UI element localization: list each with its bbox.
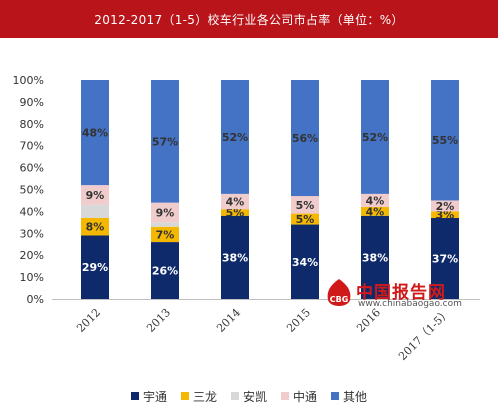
legend-item: 三龙 [180, 388, 217, 405]
data-label: 38% [362, 251, 388, 264]
x-tick-label: 2012 [74, 306, 103, 335]
data-label: 7% [156, 228, 175, 241]
y-tick-label: 0% [27, 293, 44, 306]
bar-segment [151, 242, 179, 299]
watermark: CBG 中国报告网 www.chinabaogao.com [324, 278, 474, 318]
data-label: 26% [152, 265, 178, 278]
data-label: 57% [152, 135, 178, 148]
y-axis: 0% 10% 20% 30% 40% 50% 60% 70% 80% 90% 100% [13, 74, 480, 306]
y-tick-label: 40% [20, 205, 44, 218]
bar-segment [291, 196, 319, 214]
bar-segment [431, 217, 459, 299]
y-tick-label: 30% [20, 227, 44, 240]
legend-label: 中通 [293, 389, 318, 404]
bar-segment [221, 193, 249, 210]
legend-item: 其他 [331, 388, 367, 405]
data-label: 37% [432, 252, 458, 265]
bar-segment [361, 207, 389, 216]
data-label: 5% [296, 213, 315, 226]
legend-swatch [130, 392, 139, 400]
watermark-url: www.chinabaogao.com [358, 299, 462, 309]
bars: 29%8%9%48%26%7%9%57%38%5%4%52%34%5%5%56%… [81, 80, 459, 299]
data-label: 4% [366, 194, 385, 207]
legend-label: 宇通 [142, 389, 167, 404]
bar-segment [361, 215, 389, 299]
bar-segment [151, 222, 179, 227]
legend-item: 安凯 [230, 388, 267, 405]
legend-label: 三龙 [192, 389, 217, 404]
legend: 宇通 三龙 安凯 中通 其他 [0, 386, 498, 406]
legend-item: 宇通 [130, 388, 167, 405]
data-label: 4% [226, 196, 245, 209]
legend-label: 其他 [343, 389, 368, 404]
bar-segment [81, 185, 109, 205]
data-label: 55% [432, 134, 458, 147]
data-label: 29% [82, 261, 108, 274]
data-label: 5% [296, 199, 315, 212]
watermark-logo: CBG [327, 279, 351, 306]
bar-segment [431, 80, 459, 201]
data-label: 52% [222, 131, 248, 144]
bar-segment [221, 209, 249, 216]
data-label: 9% [86, 189, 105, 202]
x-tick-label: 2015 [284, 306, 313, 335]
legend-item: 中通 [281, 388, 317, 405]
data-label: 48% [82, 127, 108, 140]
bar-segment [151, 202, 179, 223]
y-tick-label: 100% [13, 74, 44, 87]
bar-segment [81, 80, 109, 186]
y-tick-label: 20% [20, 249, 44, 262]
bar-segment [81, 204, 109, 218]
legend-swatch [331, 392, 340, 400]
bar-segment [431, 211, 459, 218]
bar-segment [361, 193, 389, 208]
data-label: 34% [292, 256, 318, 269]
bar-segment [81, 235, 109, 299]
legend-swatch [281, 392, 289, 400]
bar-segment [291, 213, 319, 225]
bar-segment [151, 226, 179, 243]
data-label: 2% [436, 200, 455, 213]
bar-segment [431, 200, 459, 212]
bar-segment [151, 80, 179, 203]
data-label: 38% [222, 251, 248, 264]
data-label: 5% [226, 206, 245, 219]
bar-segment [81, 217, 109, 236]
legend-label: 安凯 [242, 389, 267, 404]
bar-segment [221, 80, 249, 194]
data-label: 56% [292, 132, 318, 145]
bar-segment [221, 215, 249, 299]
y-tick-label: 90% [20, 96, 44, 109]
data-label: 52% [362, 131, 388, 144]
bar-segment [291, 80, 319, 197]
svg-text:CBG: CBG [330, 295, 349, 304]
data-label: 9% [156, 206, 175, 219]
data-label: 8% [86, 221, 105, 234]
y-tick-label: 60% [20, 162, 44, 175]
y-tick-label: 70% [20, 140, 44, 153]
y-tick-label: 10% [20, 271, 44, 284]
data-label: 3% [436, 209, 455, 222]
bar-segment [291, 224, 319, 299]
legend-swatch [230, 392, 239, 400]
data-label: 4% [366, 205, 385, 218]
x-tick-label: 2014 [214, 306, 243, 335]
watermark-name: 中国报告网 [356, 283, 446, 303]
y-tick-label: 50% [20, 184, 44, 197]
y-tick-label: 80% [20, 118, 44, 131]
bar-segment [361, 80, 389, 194]
legend-swatch [180, 392, 189, 400]
chart-plot: 0% 10% 20% 30% 40% 50% 60% 70% 80% 90% 100% 29% 8% 9… [13, 74, 480, 363]
x-tick-label: 2013 [144, 306, 173, 335]
chart-title: 2012-2017（1-5）校车行业各公司市占率（单位：%） [0, 0, 498, 38]
